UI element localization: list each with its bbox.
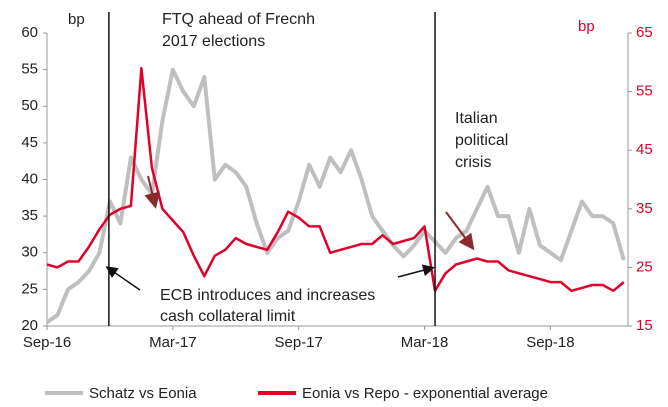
- annotation: FTQ ahead of Frecnh: [162, 11, 315, 28]
- y-tick-label: 50: [21, 97, 38, 114]
- x-tick-label: Sep-17: [275, 334, 323, 351]
- x-tick-label: Sep-16: [23, 334, 71, 351]
- arrow: [105, 266, 141, 291]
- annotation: cash collateral limit: [160, 308, 296, 325]
- y-tick-label: 20: [21, 317, 38, 334]
- y2-tick-label: 65: [636, 24, 653, 41]
- annotation: political: [455, 132, 508, 149]
- arrow: [445, 211, 475, 251]
- x-tick-label: Mar-18: [401, 334, 449, 351]
- x-tick-label: Mar-17: [149, 334, 197, 351]
- x-tick-label: Sep-18: [526, 334, 574, 351]
- annotation: Italian: [455, 110, 498, 127]
- y-tick-label: 25: [21, 280, 38, 297]
- y2-tick-label: 45: [636, 141, 653, 158]
- arrow: [397, 264, 435, 278]
- y2-tick-label: 25: [636, 258, 653, 275]
- legend-label: Schatz vs Eonia: [89, 385, 197, 402]
- y-tick-label: 55: [21, 61, 38, 78]
- y-tick-label: 30: [21, 244, 38, 261]
- legend-label: Eonia vs Repo - exponential average: [302, 385, 548, 402]
- y-axis-label: bp: [68, 11, 85, 28]
- y2-axis-label: bp: [578, 18, 595, 35]
- y2-tick-label: 35: [636, 200, 653, 217]
- y2-tick-label: 15: [636, 317, 653, 334]
- y-tick-label: 45: [21, 134, 38, 151]
- series-line: [46, 66, 625, 293]
- annotation: 2017 elections: [162, 33, 265, 50]
- annotation: ECB introduces and increases: [160, 287, 375, 304]
- y2-tick-label: 55: [636, 83, 653, 100]
- series-line: [45, 67, 626, 324]
- arrow: [144, 175, 160, 209]
- annotation: crisis: [455, 154, 491, 171]
- y-tick-label: 60: [21, 24, 38, 41]
- y-tick-label: 40: [21, 170, 38, 187]
- y-tick-label: 35: [21, 207, 38, 224]
